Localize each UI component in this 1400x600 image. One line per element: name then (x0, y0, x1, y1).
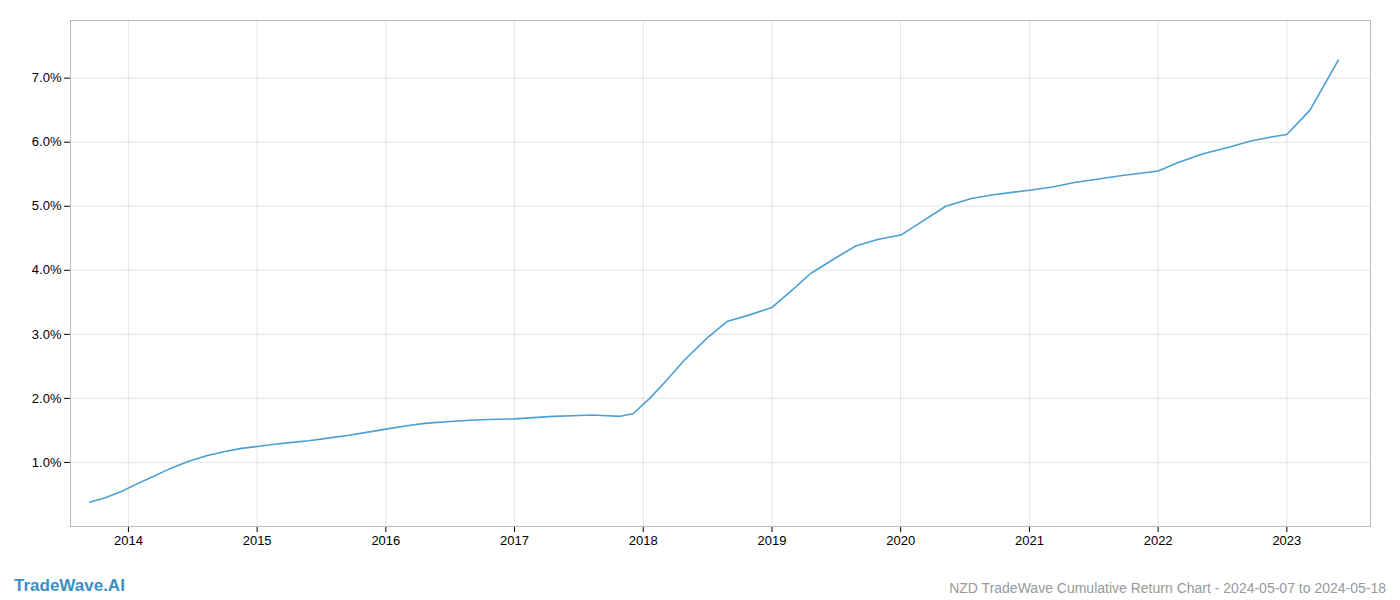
svg-text:3.0%: 3.0% (32, 327, 62, 342)
svg-text:2015: 2015 (243, 533, 272, 548)
svg-text:2023: 2023 (1272, 533, 1301, 548)
svg-text:2016: 2016 (371, 533, 400, 548)
svg-text:2.0%: 2.0% (32, 391, 62, 406)
svg-text:2020: 2020 (886, 533, 915, 548)
svg-text:6.0%: 6.0% (32, 134, 62, 149)
svg-text:2022: 2022 (1144, 533, 1173, 548)
svg-text:1.0%: 1.0% (32, 455, 62, 470)
svg-text:2018: 2018 (629, 533, 658, 548)
svg-text:2021: 2021 (1015, 533, 1044, 548)
svg-text:7.0%: 7.0% (32, 70, 62, 85)
html-text:TradeWave.AI: TradeWave.AI (14, 576, 125, 595)
svg-text:4.0%: 4.0% (32, 262, 62, 277)
svg-text:2019: 2019 (758, 533, 787, 548)
svg-text:2017: 2017 (500, 533, 529, 548)
svg-text:2014: 2014 (114, 533, 143, 548)
svg-text:5.0%: 5.0% (32, 198, 62, 213)
html-text:NZD TradeWave Cumulative Retur: NZD TradeWave Cumulative Return Chart - … (949, 580, 1386, 596)
